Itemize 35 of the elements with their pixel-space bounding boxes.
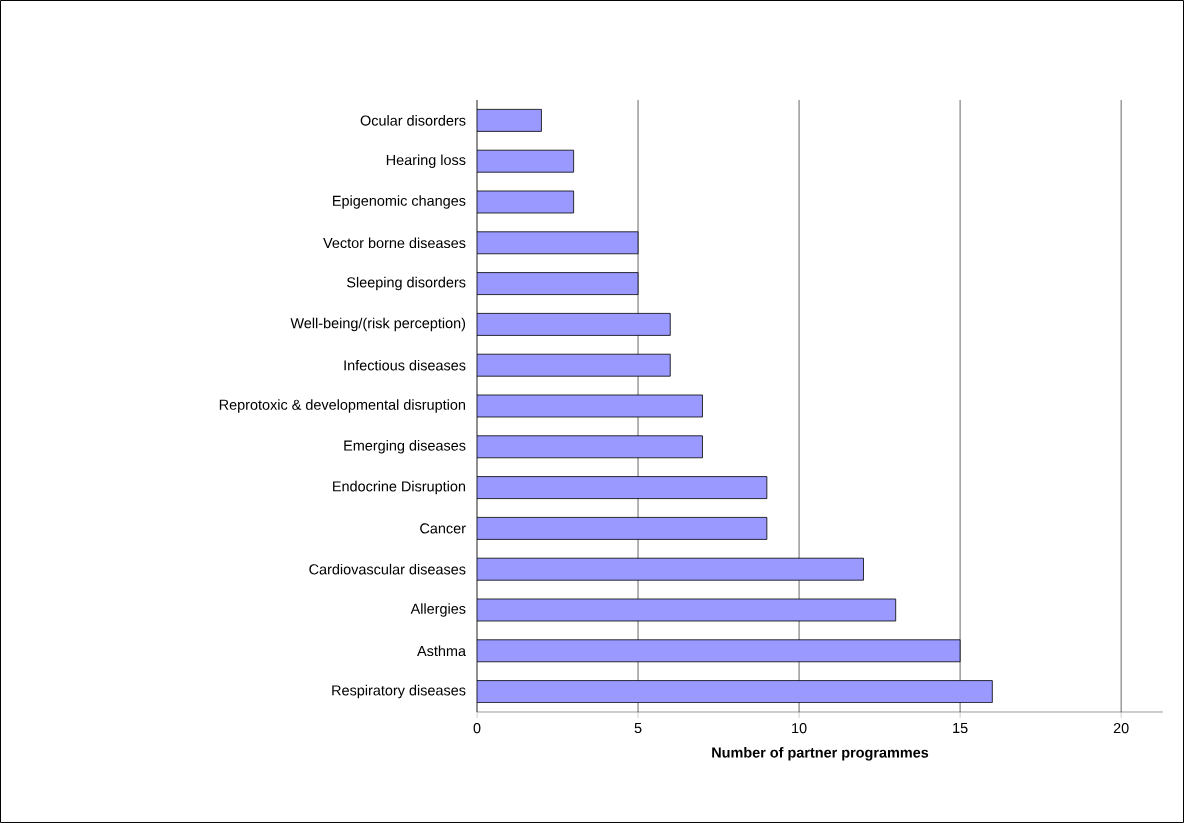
bar: [477, 272, 639, 295]
y-tick-label: Epigenomic changes: [333, 195, 466, 209]
bar: [477, 394, 703, 418]
y-tick-label: Well-being/(risk perception): [290, 317, 466, 332]
bar: [477, 353, 671, 377]
y-tick-label: Cancer: [420, 523, 466, 534]
y-tick-label: Sleeping disorders: [347, 276, 466, 291]
y-tick-label: Ocular disorders: [360, 115, 466, 126]
x-axis-title: Number of partner programmes: [712, 747, 929, 761]
bar: [477, 557, 864, 581]
y-tick-label: Reprotoxic & developmental disruption: [219, 399, 465, 413]
x-tick-label: 15: [953, 723, 968, 734]
y-tick-label: Endocrine Disruption: [333, 480, 466, 495]
bar: [477, 598, 897, 622]
x-tick-label: 0: [473, 723, 481, 734]
y-tick-label: Vector borne diseases: [323, 237, 466, 249]
y-tick-label: Asthma: [417, 645, 466, 657]
bar: [477, 231, 639, 255]
bar: [477, 149, 575, 173]
bar: [477, 516, 768, 540]
y-tick-label: Emerging diseases: [344, 440, 466, 454]
bar: [477, 639, 961, 663]
y-tick-label: Hearing loss: [386, 154, 466, 168]
y-tick-label: Allergies: [410, 603, 466, 617]
y-tick-label: Infectious diseases: [344, 359, 466, 371]
x-tick-label: 10: [792, 723, 807, 734]
bar: [477, 312, 671, 336]
bar: [477, 108, 542, 132]
x-tick-label: 5: [634, 723, 642, 734]
y-tick-label: Cardiovascular diseases: [309, 563, 466, 575]
x-tick-label: 20: [1113, 723, 1129, 734]
bar: [477, 476, 768, 499]
bar: [477, 680, 993, 703]
y-tick-label: Respiratory diseases: [332, 684, 466, 699]
bar: [477, 435, 703, 459]
